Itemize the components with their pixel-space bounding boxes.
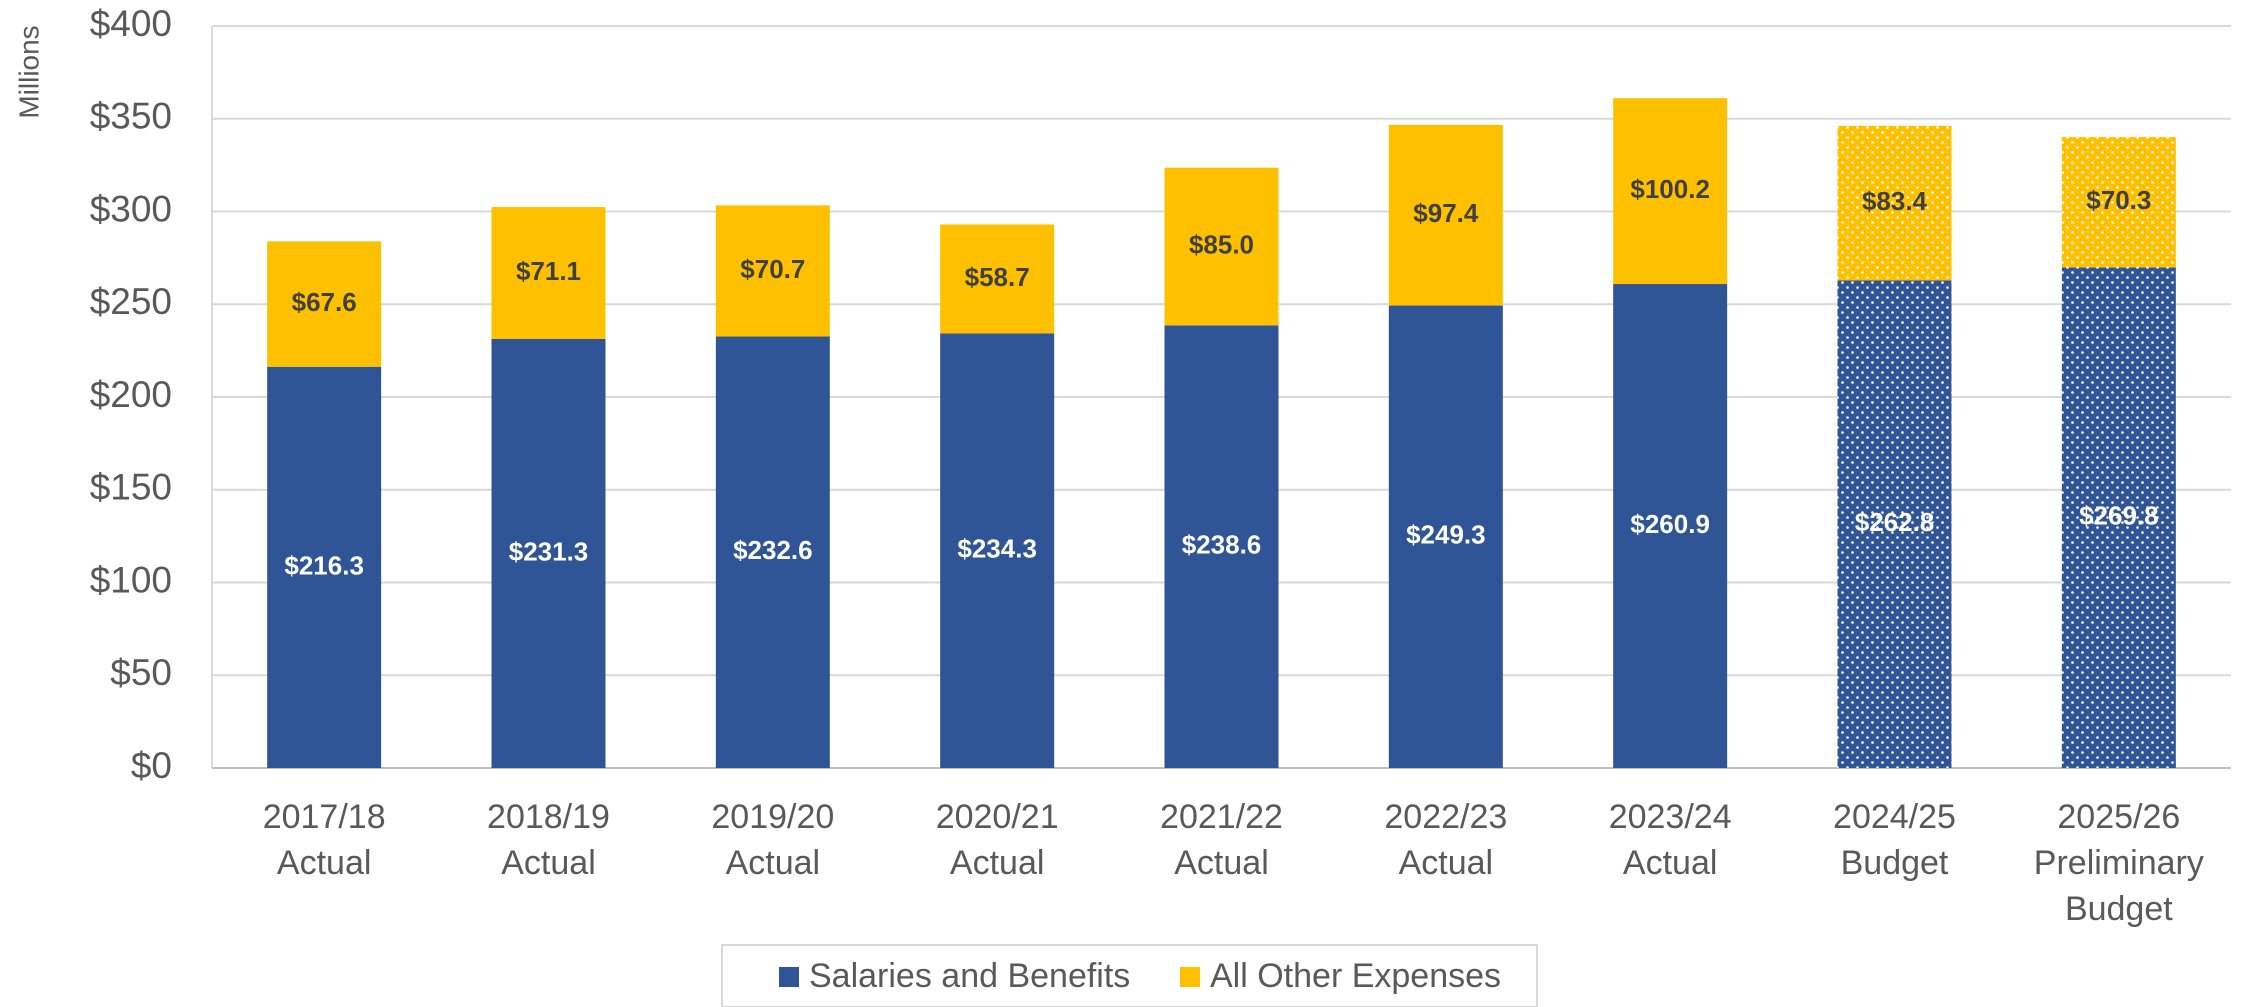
data-label: $249.3: [1406, 520, 1486, 550]
x-tick-label: 2022/23: [1384, 798, 1507, 836]
bar-segment: [491, 338, 606, 768]
bar-segment: [1388, 305, 1503, 768]
data-label: $262.8: [1855, 507, 1935, 537]
bar-segment: [2061, 137, 2176, 268]
x-tick-label: Budget: [1841, 844, 1949, 882]
data-label: $97.4: [1413, 198, 1479, 228]
bar-segment: [267, 366, 382, 768]
bar-segment: [1613, 284, 1728, 768]
data-label: $70.3: [2086, 185, 2151, 215]
data-label: $216.3: [284, 550, 364, 580]
x-tick-label: Actual: [1623, 844, 1718, 882]
bar-segment: [1837, 125, 1952, 281]
bar-segment: [715, 336, 830, 768]
bar-segment: [940, 333, 1055, 768]
bar-segment: [1164, 325, 1279, 768]
x-tick-label: Actual: [277, 844, 372, 882]
x-tick-label: Actual: [1174, 844, 1269, 882]
y-tick-label: $300: [90, 188, 172, 229]
y-tick-label: $350: [90, 96, 172, 137]
y-tick-label: $200: [90, 374, 172, 415]
y-axis-label: Millions: [13, 25, 44, 118]
bar-segment: [1613, 98, 1728, 285]
legend-box: [721, 944, 1538, 1007]
legend-label: Salaries and Benefits: [809, 957, 1130, 995]
bar-segment: [267, 241, 382, 367]
bar-segment: [491, 207, 606, 339]
x-tick-label: 2021/22: [1160, 798, 1283, 836]
x-tick-label: Actual: [501, 844, 596, 882]
data-label: $260.9: [1630, 509, 1710, 539]
bar-segment: [1837, 280, 1952, 768]
legend-label: All Other Expenses: [1210, 957, 1501, 995]
legend-swatch: [1180, 967, 1200, 987]
y-tick-label: $400: [90, 3, 172, 44]
y-tick-label: $100: [90, 559, 172, 600]
x-tick-label: 2019/20: [711, 798, 834, 836]
data-label: $232.6: [733, 535, 813, 565]
data-label: $100.2: [1630, 174, 1710, 204]
data-label: $234.3: [957, 534, 1037, 564]
data-label: $83.4: [1862, 186, 1928, 216]
data-label: $269.8: [2079, 501, 2159, 531]
bar-segment: [1388, 124, 1503, 306]
data-label: $85.0: [1189, 229, 1254, 259]
data-label: $231.3: [509, 536, 589, 566]
bar-segment: [940, 224, 1055, 334]
x-tick-label: 2020/21: [936, 798, 1059, 836]
data-label: $58.7: [965, 262, 1030, 292]
y-tick-label: $150: [90, 467, 172, 508]
x-tick-label: 2025/26: [2057, 798, 2180, 836]
x-tick-label: Preliminary: [2034, 844, 2204, 882]
x-tick-label: Actual: [1399, 844, 1494, 882]
y-tick-label: $0: [131, 745, 172, 786]
y-tick-label: $50: [110, 652, 172, 693]
data-label: $238.6: [1182, 530, 1262, 560]
x-tick-label: Actual: [726, 844, 821, 882]
x-tick-label: Budget: [2065, 890, 2173, 928]
y-tick-label: $250: [90, 281, 172, 322]
data-label: $70.7: [740, 254, 805, 284]
bar-segment: [715, 205, 830, 337]
bar-segment: [2061, 267, 2176, 768]
legend-swatch: [779, 967, 799, 987]
data-label: $71.1: [516, 256, 581, 286]
x-tick-label: 2017/18: [263, 798, 386, 836]
bar-segment: [1164, 167, 1279, 326]
data-label: $67.6: [292, 287, 357, 317]
x-tick-label: 2023/24: [1609, 798, 1732, 836]
x-tick-label: Actual: [950, 844, 1045, 882]
x-tick-label: 2018/19: [487, 798, 610, 836]
x-tick-label: 2024/25: [1833, 798, 1956, 836]
